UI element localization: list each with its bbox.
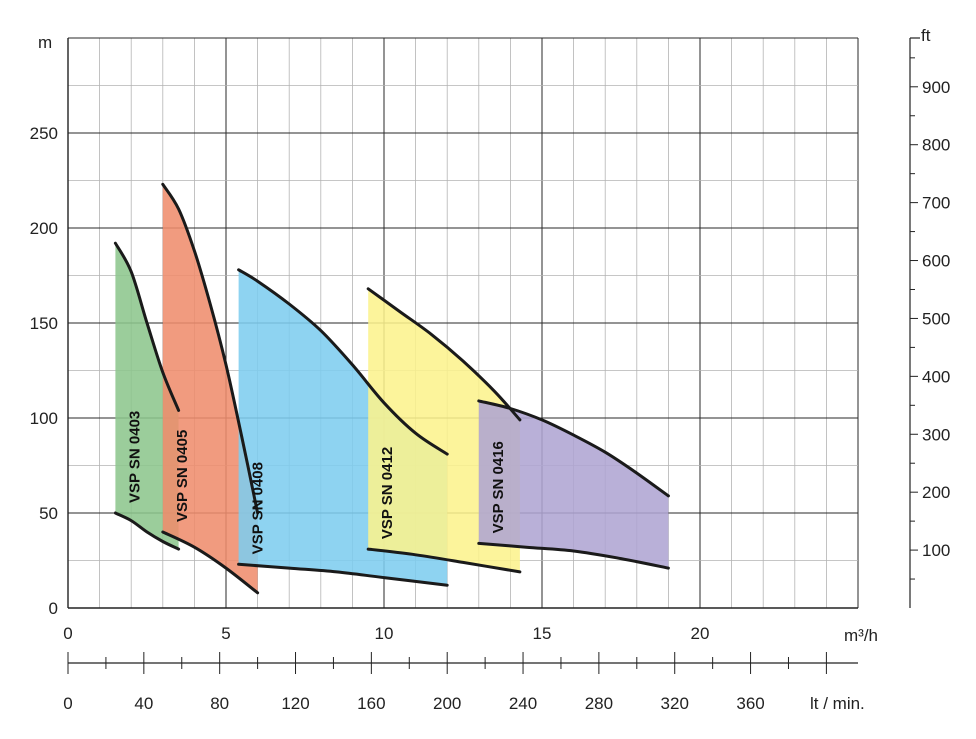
x2-tick-label: 40 — [134, 694, 153, 713]
curve-bottom-vsp-sn-0416 — [477, 541, 670, 570]
series-labels: VSP SN 0403 VSP SN 0405 VSP SN 0408 VSP SN … — [126, 411, 506, 555]
x2-tick-label: 0 — [63, 694, 72, 713]
x-tick-label: 20 — [691, 624, 710, 643]
x-tick-label: 0 — [63, 624, 72, 643]
y-right-tick-label: 900 — [922, 78, 950, 97]
y-axis-unit-left: m — [38, 33, 52, 52]
y-right-tick-label: 500 — [922, 309, 950, 328]
y-tick-label: 100 — [30, 409, 58, 428]
y-tick-label: 200 — [30, 219, 58, 238]
axis-labels: m ft m³/h lt / min. — [38, 26, 931, 713]
performance-curves — [113, 182, 670, 595]
curve-bottom-vsp-sn-0403 — [113, 511, 181, 551]
x2-tick-label: 120 — [281, 694, 309, 713]
x-axis-unit-text: m³/h — [844, 626, 878, 645]
y-right-tick-label: 700 — [922, 194, 950, 213]
area-vsp-sn-0416 — [478, 400, 669, 569]
series-label-vsp-sn-0405: VSP SN 0405 — [174, 430, 191, 522]
y-right-tick-label: 800 — [922, 136, 950, 155]
x2-tick-label: 320 — [661, 694, 689, 713]
y-axis-unit-right: ft — [921, 26, 931, 45]
series-label-vsp-sn-0408: VSP SN 0408 — [250, 462, 267, 554]
y-right-tick-label: 100 — [922, 541, 950, 560]
y-right-tick-label: 300 — [922, 425, 950, 444]
curve-top-vsp-sn-0412 — [366, 287, 522, 422]
curve-bottom-vsp-sn-0412 — [366, 547, 522, 574]
y-right-tick-label: 200 — [922, 483, 950, 502]
series-label-vsp-sn-0403: VSP SN 0403 — [126, 411, 143, 503]
curve-top-vsp-sn-0403 — [113, 241, 181, 412]
x2-axis-unit: lt / min. — [810, 694, 865, 713]
y-tick-label: 50 — [39, 504, 58, 523]
curve-top-vsp-sn-0405 — [161, 182, 260, 515]
x2-tick-label: 240 — [509, 694, 537, 713]
y-tick-label: 0 — [49, 599, 58, 618]
series-label-vsp-sn-0412: VSP SN 0412 — [379, 447, 396, 539]
x-tick-label: 10 — [375, 624, 394, 643]
y-right-tick-label: 600 — [922, 252, 950, 271]
x2-tick-label: 200 — [433, 694, 461, 713]
y-tick-label: 150 — [30, 314, 58, 333]
curve-bottom-vsp-sn-0408 — [237, 562, 449, 587]
x2-tick-label: 80 — [210, 694, 229, 713]
series-label-vsp-sn-0416: VSP SN 0416 — [490, 441, 507, 533]
curve-bottom-vsp-sn-0405 — [161, 530, 260, 595]
x-tick-label: 15 — [533, 624, 552, 643]
curve-top-vsp-sn-0408 — [237, 268, 449, 456]
performance-areas — [115, 184, 669, 593]
x2-tick-label: 280 — [585, 694, 613, 713]
curve-top-vsp-sn-0416 — [477, 399, 670, 498]
y-right-tick-label: 400 — [922, 367, 950, 386]
x2-tick-label: 160 — [357, 694, 385, 713]
x2-tick-label: 360 — [736, 694, 764, 713]
x-axis-unit: m³/h — [844, 626, 878, 645]
area-vsp-sn-0405 — [162, 184, 258, 593]
y-tick-label: 250 — [30, 124, 58, 143]
x-tick-label: 5 — [221, 624, 230, 643]
